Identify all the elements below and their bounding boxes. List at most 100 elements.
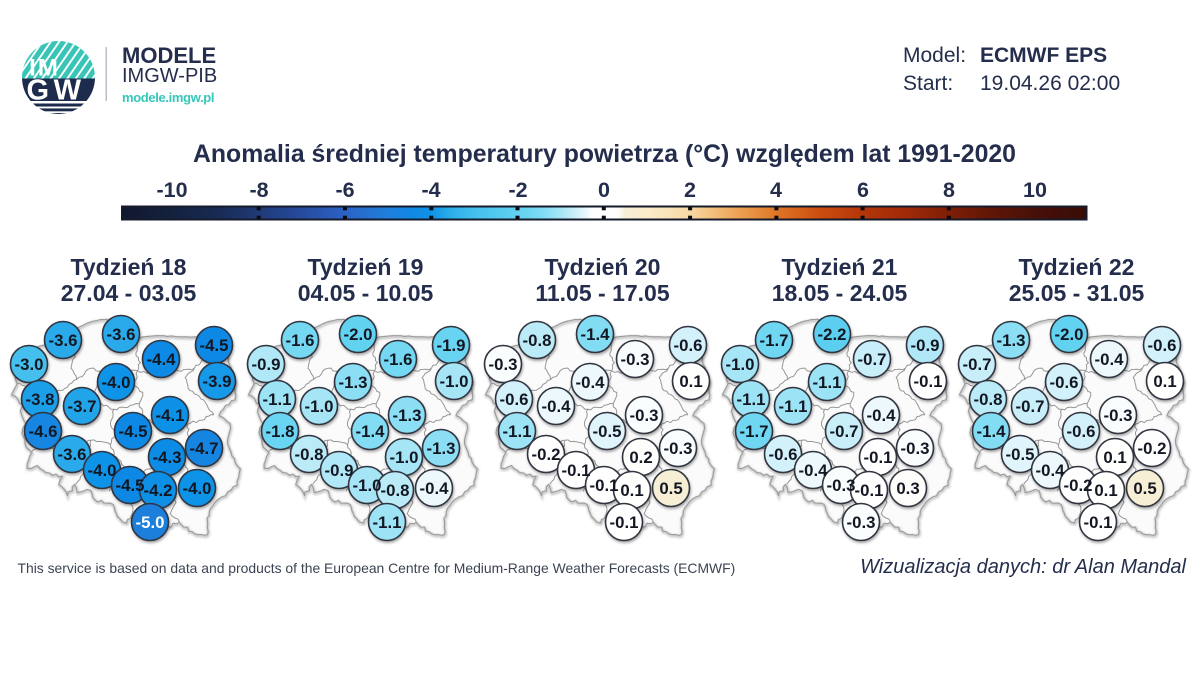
- svg-text:-0.2: -0.2: [1064, 476, 1093, 495]
- svg-text:-1.0: -1.0: [390, 448, 419, 467]
- svg-text:-1.6: -1.6: [384, 350, 413, 369]
- svg-text:-0.9: -0.9: [325, 461, 354, 480]
- svg-text:-0.3: -0.3: [827, 476, 856, 495]
- svg-text:-1.0: -1.0: [353, 476, 382, 495]
- svg-text:-0.6: -0.6: [1067, 422, 1096, 441]
- svg-text:-1.0: -1.0: [726, 355, 755, 374]
- svg-text:-1.1: -1.1: [737, 390, 766, 409]
- svg-text:-4.5: -4.5: [200, 336, 229, 355]
- svg-text:-0.7: -0.7: [963, 355, 992, 374]
- svg-text:-0.5: -0.5: [593, 422, 622, 441]
- svg-text:-0.1: -0.1: [1084, 513, 1113, 532]
- svg-text:-4.7: -4.7: [190, 439, 219, 458]
- svg-text:-0.6: -0.6: [1148, 336, 1177, 355]
- svg-text:-4.3: -4.3: [153, 448, 182, 467]
- svg-text:-4.6: -4.6: [29, 422, 58, 441]
- svg-text:0.5: 0.5: [1133, 479, 1156, 498]
- svg-text:-0.7: -0.7: [858, 350, 887, 369]
- svg-text:-1.3: -1.3: [339, 373, 368, 392]
- svg-text:-0.4: -0.4: [799, 461, 829, 480]
- svg-text:-0.6: -0.6: [500, 390, 529, 409]
- svg-text:-4.0: -4.0: [88, 461, 117, 480]
- svg-text:-4.5: -4.5: [116, 476, 145, 495]
- svg-text:IM: IM: [29, 55, 60, 82]
- svg-text:-4.5: -4.5: [119, 422, 148, 441]
- svg-text:-1.3: -1.3: [427, 439, 456, 458]
- svg-text:-3.6: -3.6: [58, 445, 87, 464]
- svg-text:-1.1: -1.1: [263, 390, 292, 409]
- svg-text:-0.2: -0.2: [532, 445, 561, 464]
- svg-text:-1.4: -1.4: [977, 422, 1007, 441]
- svg-text:-1.3: -1.3: [393, 406, 422, 425]
- svg-text:0.1: 0.1: [679, 372, 702, 391]
- svg-text:-0.1: -0.1: [562, 461, 591, 480]
- svg-text:-4.4: -4.4: [147, 350, 177, 369]
- svg-text:0.1: 0.1: [620, 481, 643, 500]
- svg-text:-1.1: -1.1: [813, 373, 842, 392]
- svg-text:-0.1: -0.1: [914, 372, 943, 391]
- svg-text:-0.6: -0.6: [674, 336, 703, 355]
- svg-text:-0.6: -0.6: [1050, 373, 1079, 392]
- svg-text:-0.8: -0.8: [974, 390, 1003, 409]
- svg-text:-0.3: -0.3: [664, 439, 693, 458]
- svg-text:-4.0: -4.0: [102, 373, 131, 392]
- svg-text:0.3: 0.3: [896, 479, 919, 498]
- svg-text:-1.1: -1.1: [779, 397, 808, 416]
- svg-text:-3.6: -3.6: [49, 331, 78, 350]
- svg-text:-3.8: -3.8: [26, 390, 55, 409]
- svg-text:0.1: 0.1: [1103, 448, 1126, 467]
- svg-text:-3.7: -3.7: [68, 397, 97, 416]
- svg-text:-2.0: -2.0: [344, 325, 373, 344]
- svg-text:-1.0: -1.0: [305, 397, 334, 416]
- svg-text:-0.7: -0.7: [830, 422, 859, 441]
- svg-text:-0.5: -0.5: [1006, 445, 1035, 464]
- svg-text:0.1: 0.1: [1094, 481, 1117, 500]
- svg-text:0.2: 0.2: [629, 448, 652, 467]
- svg-text:GW: GW: [27, 75, 86, 107]
- svg-text:-2.2: -2.2: [818, 325, 847, 344]
- svg-text:-0.1: -0.1: [610, 513, 639, 532]
- svg-text:0.5: 0.5: [659, 479, 682, 498]
- svg-text:-1.0: -1.0: [440, 372, 469, 391]
- svg-text:-1.7: -1.7: [760, 331, 789, 350]
- svg-text:-1.1: -1.1: [373, 513, 402, 532]
- svg-text:-5.0: -5.0: [136, 513, 165, 532]
- svg-text:-0.3: -0.3: [489, 355, 518, 374]
- svg-text:-0.8: -0.8: [381, 481, 410, 500]
- svg-text:-3.9: -3.9: [203, 372, 232, 391]
- svg-text:-1.7: -1.7: [740, 422, 769, 441]
- svg-text:-1.9: -1.9: [437, 336, 466, 355]
- svg-text:-4.0: -4.0: [183, 479, 212, 498]
- svg-text:-0.7: -0.7: [1016, 397, 1045, 416]
- svg-text:-0.9: -0.9: [252, 355, 281, 374]
- svg-text:-0.3: -0.3: [1104, 406, 1133, 425]
- svg-text:-1.1: -1.1: [503, 422, 532, 441]
- svg-text:-0.4: -0.4: [420, 479, 450, 498]
- svg-text:-0.1: -0.1: [864, 448, 893, 467]
- svg-text:-0.3: -0.3: [847, 513, 876, 532]
- svg-text:-0.3: -0.3: [621, 350, 650, 369]
- svg-text:-4.1: -4.1: [156, 406, 185, 425]
- svg-text:-0.6: -0.6: [769, 445, 798, 464]
- svg-text:-1.4: -1.4: [581, 325, 611, 344]
- svg-text:-0.9: -0.9: [911, 336, 940, 355]
- svg-text:-1.8: -1.8: [266, 422, 295, 441]
- svg-text:-0.1: -0.1: [855, 481, 884, 500]
- svg-text:-0.4: -0.4: [1095, 350, 1125, 369]
- svg-text:-0.8: -0.8: [295, 445, 324, 464]
- svg-text:-3.0: -3.0: [15, 355, 44, 374]
- svg-text:-0.4: -0.4: [1036, 461, 1066, 480]
- svg-text:-0.3: -0.3: [630, 406, 659, 425]
- svg-text:-0.8: -0.8: [523, 331, 552, 350]
- svg-text:-2.0: -2.0: [1055, 325, 1084, 344]
- svg-text:0.1: 0.1: [1153, 372, 1176, 391]
- svg-text:-0.4: -0.4: [576, 373, 606, 392]
- svg-text:-0.4: -0.4: [867, 406, 897, 425]
- svg-text:-1.4: -1.4: [356, 422, 386, 441]
- svg-text:-0.4: -0.4: [542, 397, 572, 416]
- svg-text:-3.6: -3.6: [107, 325, 136, 344]
- svg-text:-1.3: -1.3: [997, 331, 1026, 350]
- svg-text:-0.1: -0.1: [590, 476, 619, 495]
- svg-text:-0.3: -0.3: [901, 439, 930, 458]
- svg-text:-4.2: -4.2: [144, 481, 173, 500]
